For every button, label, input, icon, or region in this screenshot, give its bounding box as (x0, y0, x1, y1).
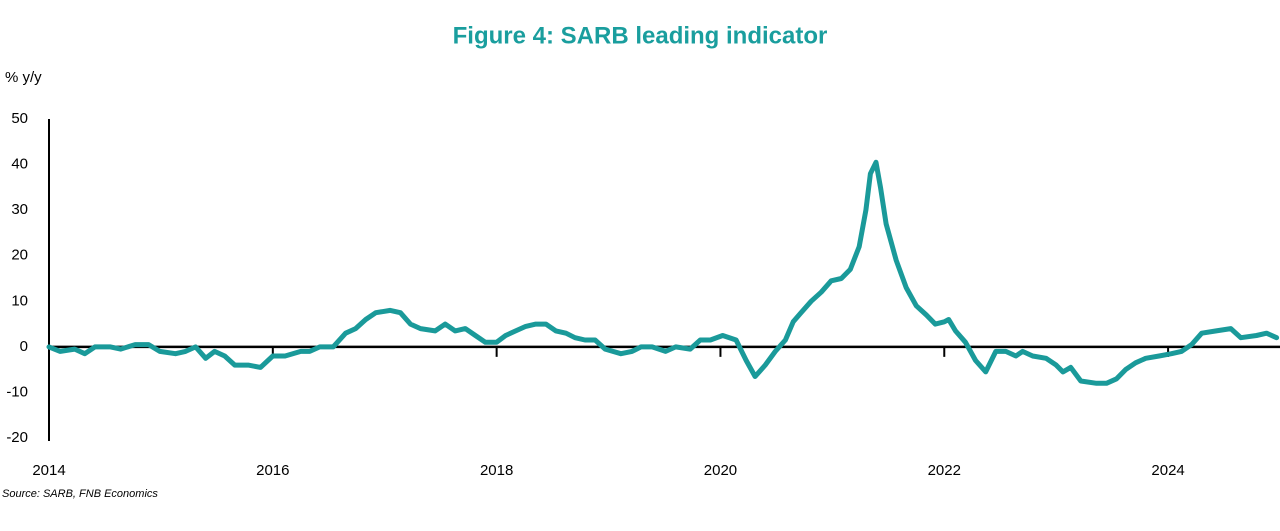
y-tick-label: 30 (11, 201, 28, 218)
x-tick-label: 2014 (32, 462, 65, 479)
x-tick-label: 2018 (480, 462, 513, 479)
y-axis-label: % y/y (5, 69, 42, 86)
x-tick-label: 2020 (704, 462, 737, 479)
x-tick-label: 2016 (256, 462, 289, 479)
data-line (46, 159, 1280, 386)
y-tick-label: -20 (6, 429, 28, 446)
x-tick-label: 2022 (928, 462, 961, 479)
y-tick-label: -10 (6, 383, 28, 400)
y-tick-label: 50 (11, 110, 28, 127)
source: Source: SARB, FNB Economics (2, 488, 158, 500)
y-tick-label: 20 (11, 247, 28, 264)
y-tick-label: 10 (11, 292, 28, 309)
chart-title: Figure 4: SARB leading indicator (453, 22, 828, 49)
y-tick-label: 40 (11, 156, 28, 173)
x-tick-label: 2024 (1151, 462, 1184, 479)
y-tick-label: 0 (20, 338, 28, 355)
